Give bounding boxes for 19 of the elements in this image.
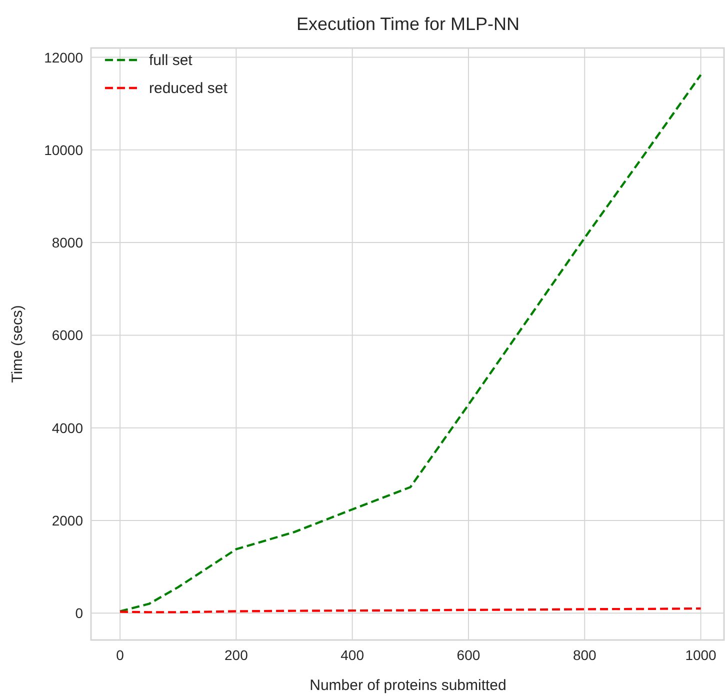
x-tick-label: 400 [340, 647, 364, 663]
legend-label: reduced set [149, 80, 228, 97]
y-tick-label: 10000 [44, 142, 84, 158]
y-tick-label: 6000 [52, 327, 84, 344]
y-tick-label: 2000 [52, 512, 84, 528]
y-tick-label: 12000 [44, 49, 84, 66]
legend-label: full set [149, 52, 194, 69]
chart-title: Execution Time for MLP-NN [296, 14, 520, 34]
y-tick-label: 0 [75, 605, 84, 622]
y-tick-label: 8000 [52, 234, 84, 251]
x-tick-label: 600 [456, 647, 480, 663]
x-tick-label: 0 [116, 647, 124, 663]
y-tick-label: 4000 [52, 420, 84, 436]
x-tick-label: 200 [224, 647, 248, 663]
y-axis-title: Time (secs) [9, 305, 26, 383]
line-series [118, 74, 702, 612]
x-tick-label: 800 [572, 647, 597, 663]
x-tick-label: 1000 [685, 647, 717, 663]
x-axis-title: Number of proteins submitted [310, 677, 506, 694]
